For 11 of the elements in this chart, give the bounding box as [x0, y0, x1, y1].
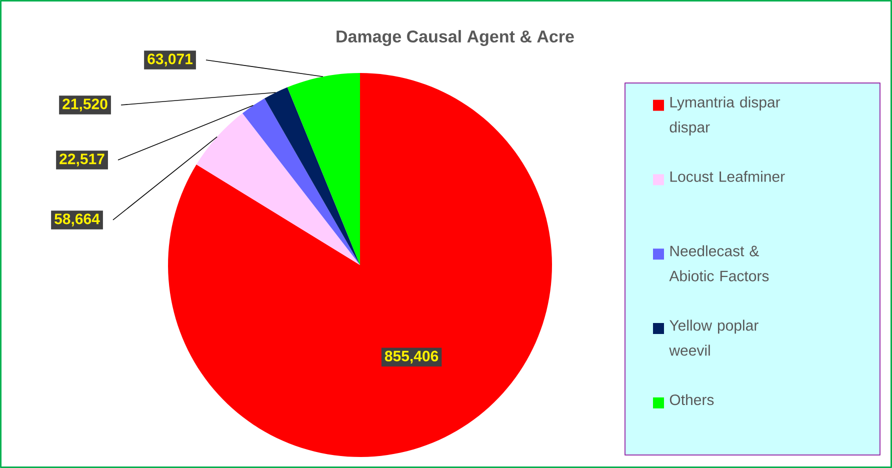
- legend-label: Others: [670, 394, 714, 406]
- legend-label: Needlecast & Abiotic Factors: [669, 245, 769, 282]
- legend-label: Locust Leafminer: [670, 170, 785, 182]
- data-label: 21,520: [62, 98, 108, 112]
- chart-title: Damage Causal Agent & Acre: [336, 30, 574, 46]
- legend-label: Yellow poplar weevil: [669, 320, 758, 356]
- data-label: 22,517: [60, 154, 104, 166]
- legend-label: Lymantria dispar dispar: [670, 96, 780, 136]
- data-label: 855,406: [384, 350, 438, 364]
- data-label: 63,071: [148, 54, 193, 66]
- data-label: 58,664: [54, 214, 100, 226]
